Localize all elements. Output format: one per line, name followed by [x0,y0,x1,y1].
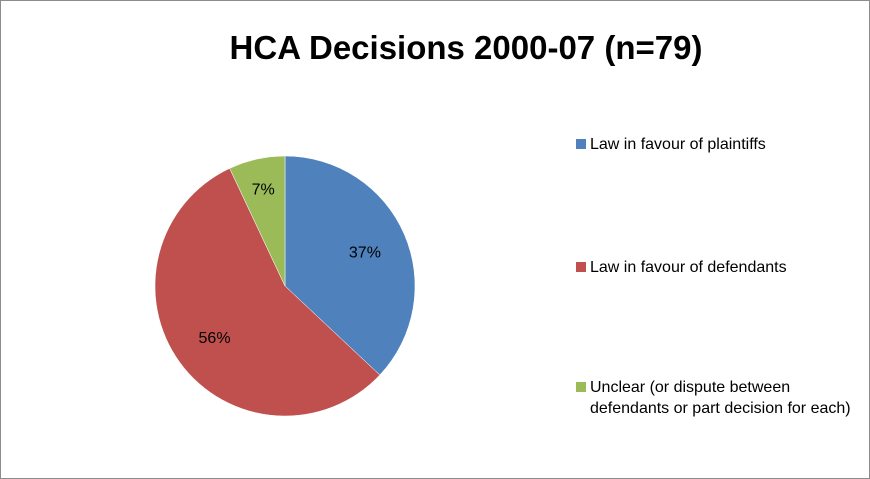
legend-swatch-plaintiffs [576,139,586,149]
legend-swatch-defendants [576,262,586,272]
legend-item-unclear: Unclear (or dispute between defendants o… [576,377,860,419]
legend-label-unclear: Unclear (or dispute between defendants o… [590,379,851,417]
data-label-defendants: 56% [199,330,231,347]
legend-item-plaintiffs: Law in favour of plaintiffs [576,134,860,155]
chart-title: HCA Decisions 2000-07 (n=79) [229,29,703,66]
legend-label-plaintiffs: Law in favour of plaintiffs [590,136,766,153]
data-label-plaintiffs: 37% [349,244,381,261]
legend-label-defendants: Law in favour of defendants [590,259,787,276]
pie-slice-unclear [229,155,286,287]
legend-swatch-unclear [576,382,586,392]
pie-slice-defendants [154,168,381,417]
data-label-unclear: 7% [252,181,275,198]
pie-slice-plaintiffs [284,155,416,376]
legend-item-defendants: Law in favour of defendants [576,257,860,278]
